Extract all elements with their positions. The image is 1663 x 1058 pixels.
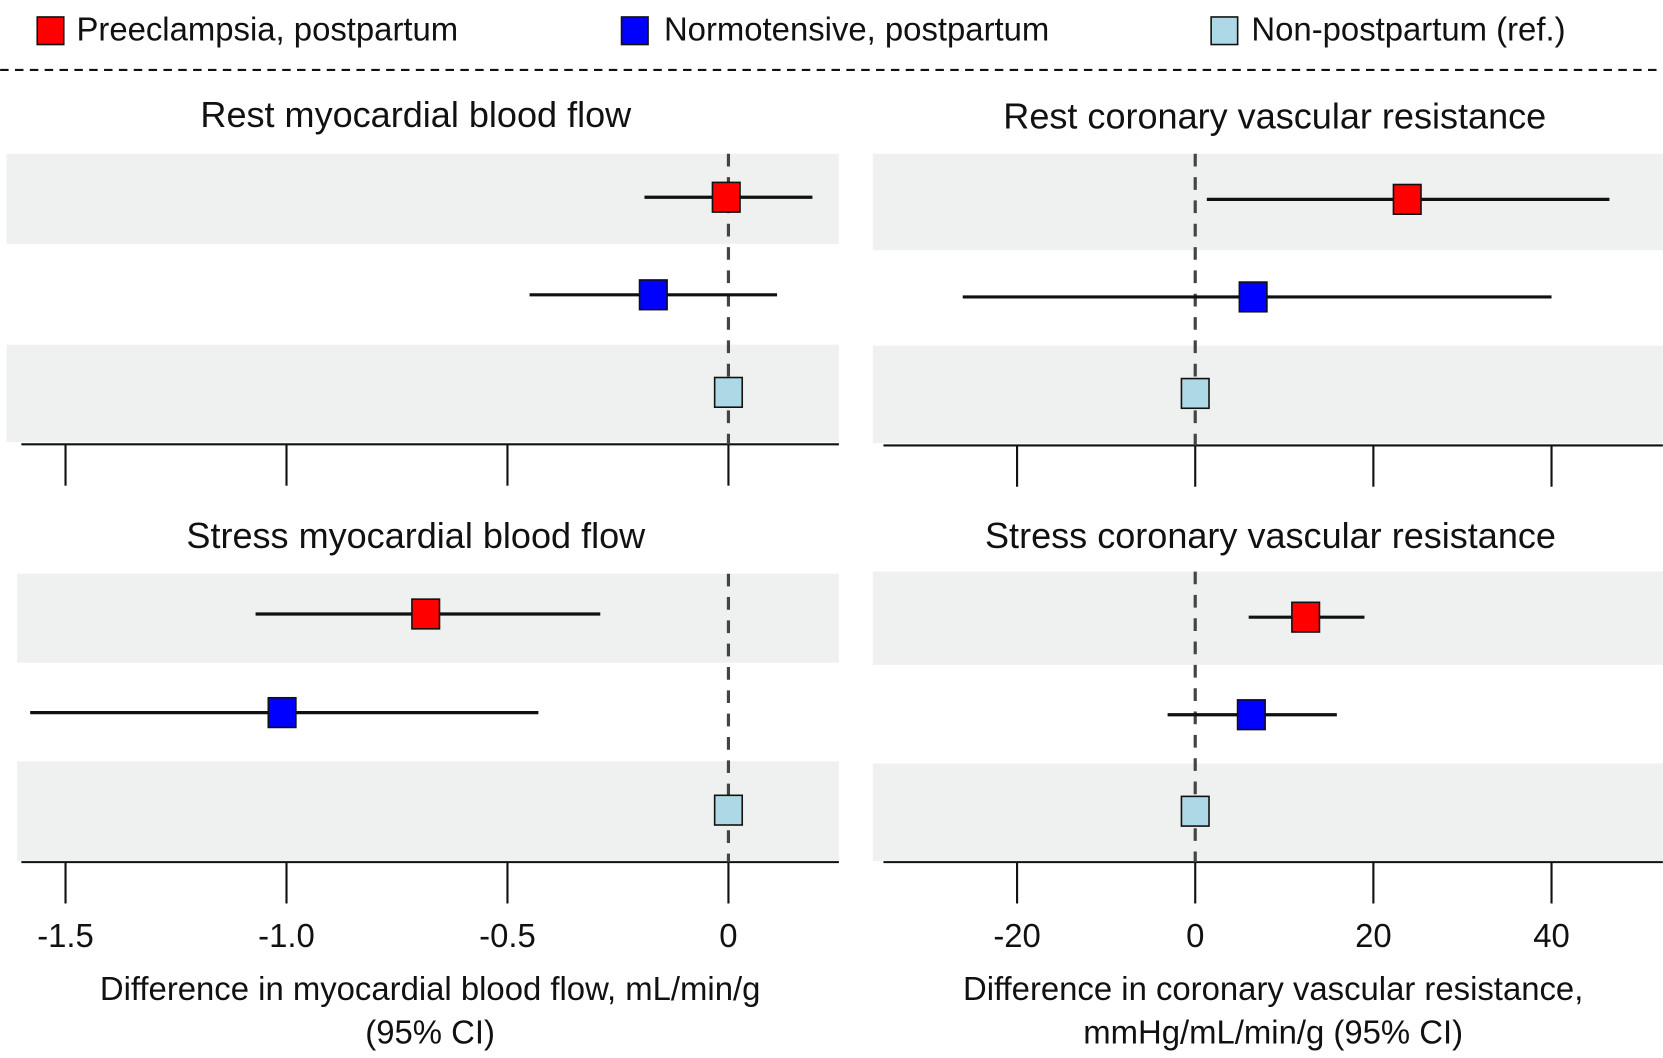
point-estimate [1180, 795, 1210, 827]
point-estimate [1180, 377, 1210, 410]
point-estimate [1236, 699, 1266, 731]
x-tick-label: -0.5 [479, 917, 536, 954]
panel-title: Rest coronary vascular resistance [1003, 95, 1546, 136]
x-tick-label: 0 [719, 917, 737, 954]
x-tick-label: 0 [1186, 917, 1204, 954]
point-estimate [638, 279, 668, 311]
point-estimate [267, 696, 297, 729]
x-tick-label: 20 [1355, 917, 1392, 954]
row-band [872, 153, 1663, 251]
x-tick-label: -1.0 [258, 917, 315, 954]
legend-label: Preeclampsia, postpartum [76, 11, 458, 48]
panel-title: Stress myocardial blood flow [186, 515, 646, 556]
point-estimate [711, 181, 741, 213]
point-estimate [1392, 183, 1422, 216]
legend-swatch [36, 16, 65, 46]
x-tick-label: 40 [1533, 917, 1570, 954]
legend-swatch [620, 16, 649, 46]
panel-title: Rest myocardial blood flow [200, 94, 632, 135]
x-axis-label: Difference in coronary vascular resistan… [963, 970, 1583, 1007]
legend-swatch [1210, 16, 1239, 46]
x-tick-label: -20 [993, 917, 1040, 954]
x-tick-label: -1.5 [37, 917, 94, 954]
point-estimate [411, 598, 441, 630]
legend-label: Non-postpartum (ref.) [1251, 11, 1565, 48]
row-band [872, 763, 1663, 862]
point-estimate [713, 794, 744, 826]
row-band [6, 344, 839, 443]
x-axis-label: Difference in myocardial blood flow, mL/… [100, 970, 761, 1007]
point-estimate [713, 376, 744, 408]
panel-title: Stress coronary vascular resistance [985, 515, 1556, 556]
point-estimate [1238, 281, 1268, 313]
row-band [17, 761, 839, 862]
row-band [872, 345, 1663, 444]
x-axis-label: mmHg/mL/min/g (95% CI) [1083, 1014, 1463, 1051]
point-estimate [1291, 601, 1321, 633]
legend-label: Normotensive, postpartum [664, 11, 1049, 48]
x-axis-label: (95% CI) [365, 1014, 495, 1051]
